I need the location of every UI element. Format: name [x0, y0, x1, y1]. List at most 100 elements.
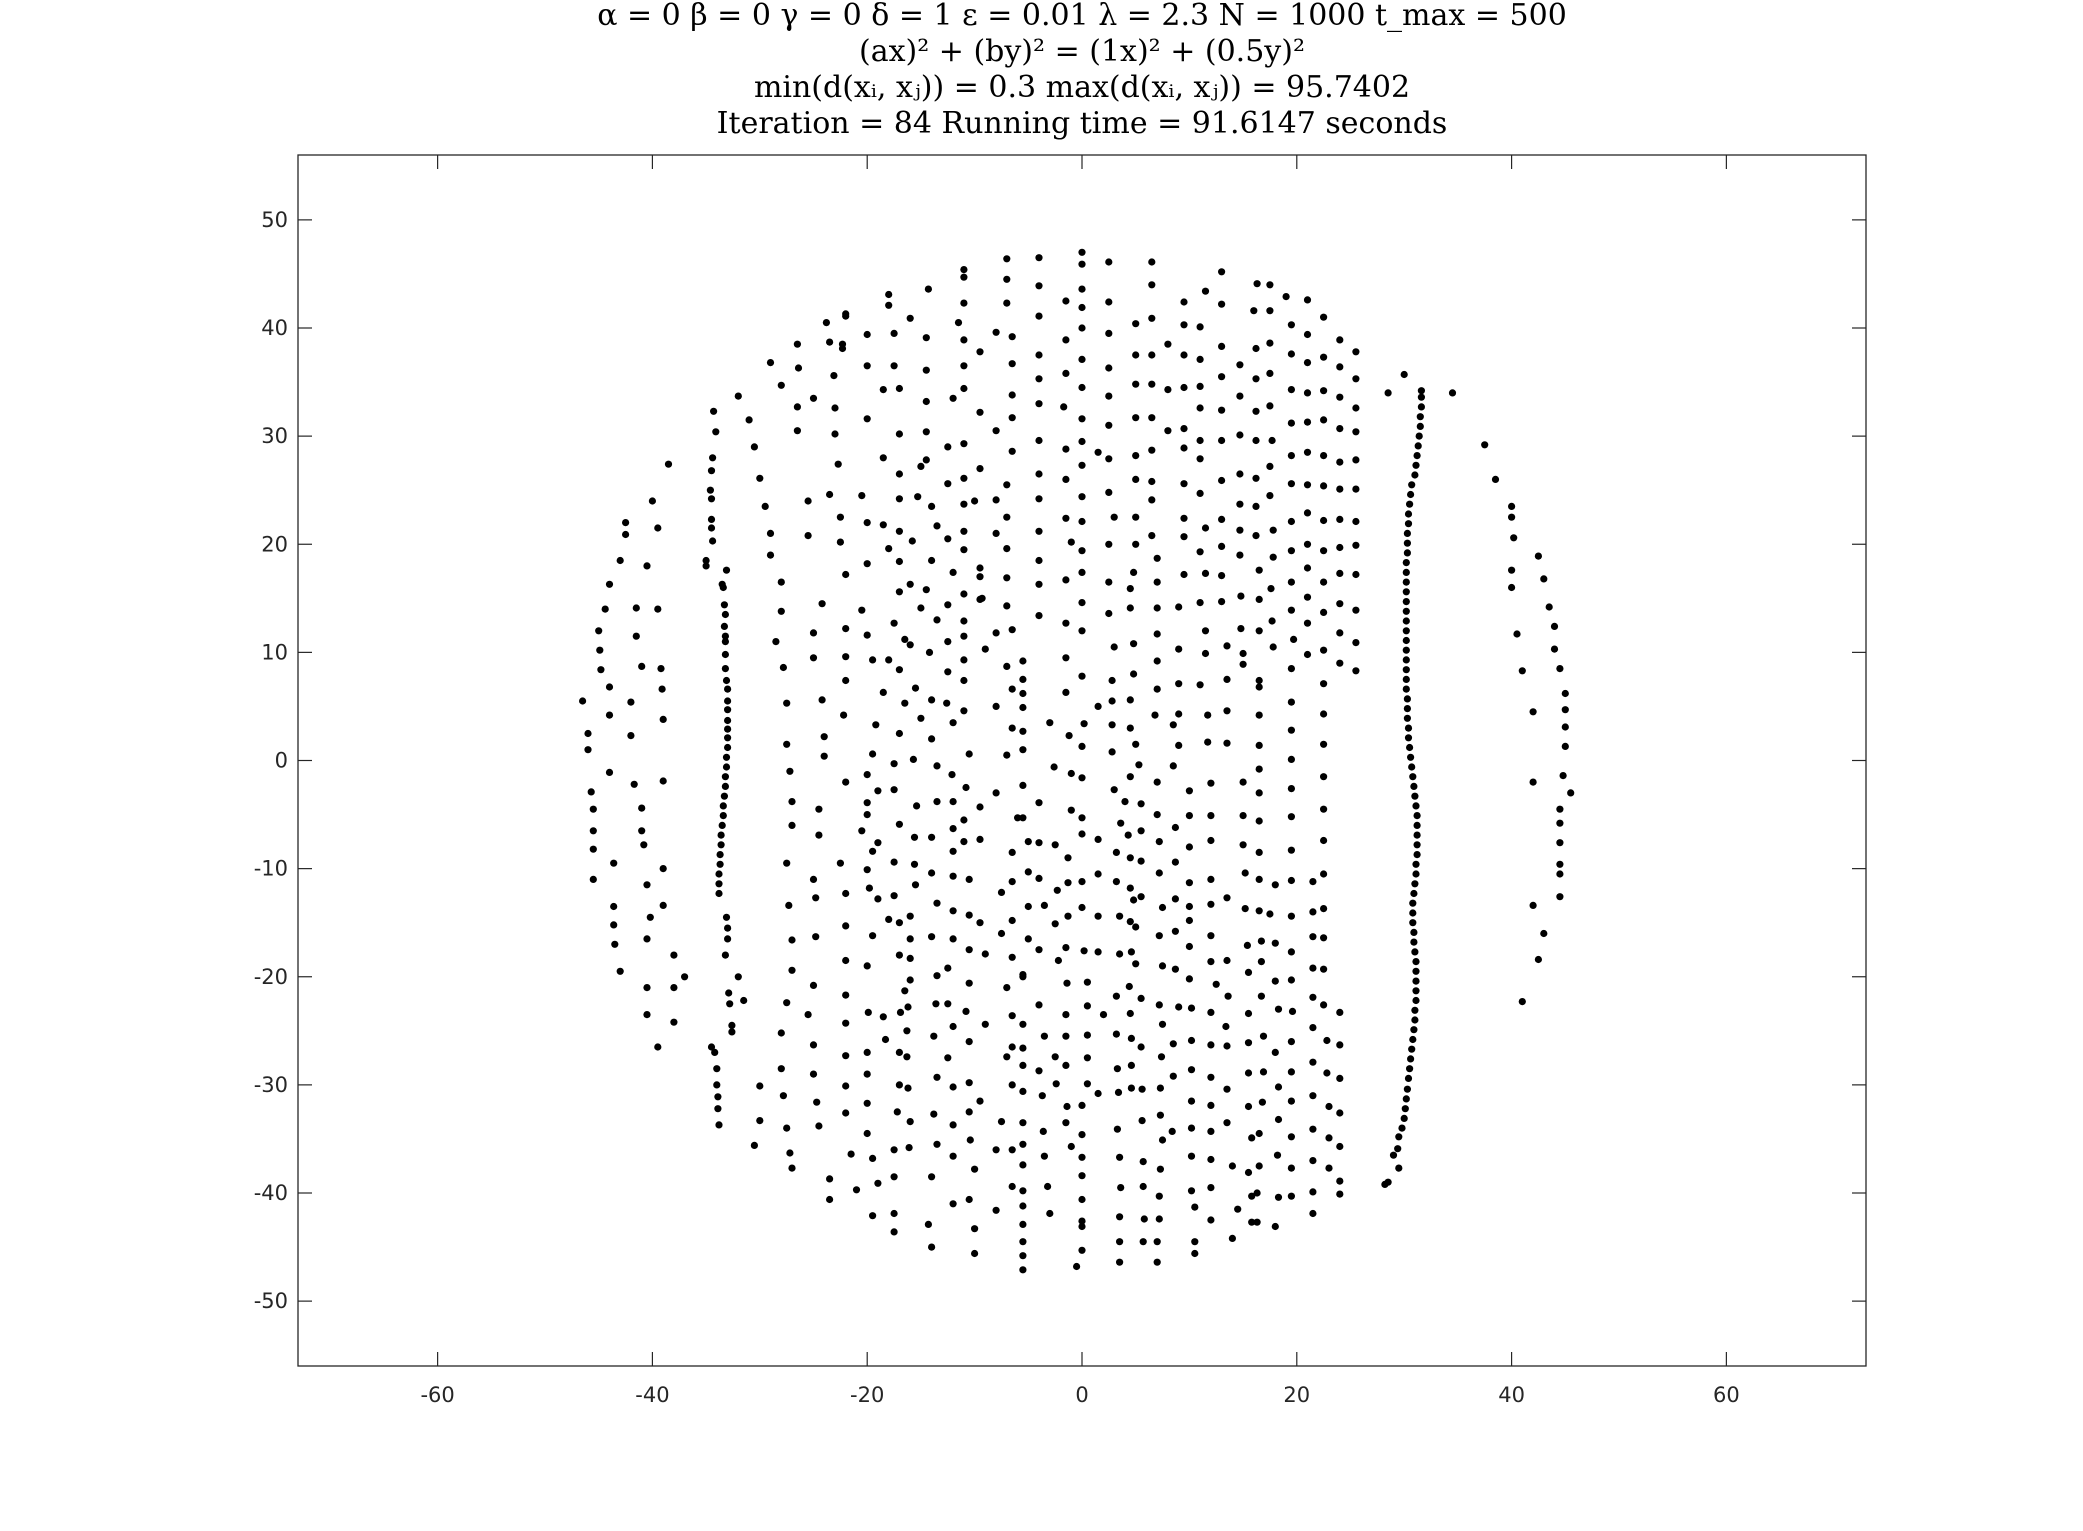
scatter-point	[1035, 470, 1043, 478]
scatter-point	[1051, 1053, 1059, 1061]
scatter-point	[724, 743, 732, 752]
scatter-point	[890, 1228, 898, 1236]
scatter-point	[893, 1108, 901, 1116]
scatter-point	[1309, 1092, 1317, 1100]
scatter-point	[1078, 383, 1086, 392]
scatter-point	[611, 940, 619, 948]
scatter-point	[1325, 1134, 1333, 1142]
scatter-point	[1003, 299, 1011, 307]
scatter-point	[1534, 552, 1542, 560]
scatter-point	[670, 951, 678, 959]
scatter-point	[1008, 1146, 1016, 1154]
scatter-point	[720, 601, 729, 609]
scatter-point	[960, 266, 968, 274]
scatter-point	[971, 1225, 979, 1233]
scatter-point	[1083, 1080, 1091, 1088]
scatter-point	[721, 773, 730, 781]
scatter-point	[1110, 513, 1118, 521]
scatter-point	[1078, 415, 1086, 423]
scatter-point	[1336, 629, 1344, 637]
scatter-point	[881, 1035, 890, 1044]
scatter-point	[1540, 929, 1548, 938]
scatter-point	[992, 529, 1000, 538]
scatter-point	[1336, 336, 1344, 344]
scatter-point	[632, 604, 640, 612]
axes: -60 -40 -20 0 20 40 60 50 40 30 20 10 0 -10 -20 -30 -40 -…	[254, 154, 1867, 1407]
scatter-point	[1008, 1012, 1016, 1020]
scatter-point	[1352, 404, 1360, 412]
scatter-point	[1164, 386, 1172, 394]
scatter-point	[818, 600, 826, 608]
scatter-point	[960, 362, 968, 370]
scatter-point	[793, 340, 802, 348]
scatter-point	[906, 1118, 914, 1126]
scatter-point	[1078, 285, 1086, 293]
scatter-point	[924, 1220, 933, 1228]
scatter-point	[1078, 1222, 1086, 1231]
scatter-point	[1336, 1177, 1344, 1185]
scatter-point	[1287, 876, 1295, 885]
scatter-point	[627, 732, 635, 740]
scatter-point	[1207, 1184, 1215, 1192]
scatter-point	[1550, 622, 1559, 631]
scatter-point	[1117, 1184, 1125, 1192]
y-tick-label: -50	[254, 1289, 288, 1313]
scatter-point	[1073, 1262, 1081, 1271]
x-tick-label: 0	[1075, 1383, 1088, 1407]
scatter-point	[1228, 1234, 1236, 1242]
scatter-point	[1132, 513, 1140, 521]
scatter-point	[720, 792, 729, 800]
scatter-point	[890, 1146, 898, 1154]
scatter-point	[1269, 643, 1277, 651]
scatter-point	[1099, 1011, 1108, 1019]
scatter-point	[885, 290, 893, 299]
scatter-point	[992, 427, 1000, 435]
scatter-point	[1266, 339, 1274, 347]
scatter-point	[1287, 386, 1295, 394]
scatter-point	[1080, 947, 1088, 955]
scatter-point	[895, 588, 904, 596]
scatter-point	[1062, 514, 1070, 522]
scatter-point	[949, 798, 957, 806]
scatter-point	[944, 443, 952, 451]
scatter-point	[1063, 1102, 1071, 1111]
scatter-point	[1403, 705, 1411, 713]
scatter-point	[895, 470, 904, 478]
scatter-point	[1201, 287, 1210, 295]
scatter-point	[809, 1070, 818, 1078]
scatter-point	[1148, 477, 1156, 486]
scatter-point	[869, 750, 877, 758]
scatter-point	[992, 629, 1000, 637]
scatter-point	[643, 881, 651, 889]
scatter-point	[922, 397, 930, 406]
scatter-point	[756, 1082, 764, 1090]
scatter-point	[706, 486, 715, 494]
scatter-point	[1158, 903, 1167, 912]
y-tick-label: 50	[261, 208, 288, 232]
scatter-point	[1116, 1153, 1124, 1161]
scatter-point	[1224, 992, 1232, 1000]
scatter-point	[1481, 441, 1489, 449]
scatter-point	[1218, 572, 1226, 580]
scatter-point	[1078, 1153, 1086, 1161]
scatter-point	[1336, 1008, 1344, 1017]
scatter-point	[658, 685, 666, 693]
scatter-point	[1148, 532, 1156, 540]
scatter-point	[1223, 894, 1231, 902]
scatter-point	[1556, 870, 1564, 878]
scatter-point	[1158, 1136, 1167, 1144]
scatter-point	[1051, 841, 1059, 849]
scatter-point	[1180, 570, 1188, 579]
scatter-point	[1404, 1074, 1413, 1082]
scatter-point	[1309, 1024, 1317, 1032]
scatter-point	[1287, 1068, 1295, 1076]
scatter-point	[1094, 835, 1102, 844]
scatter-point	[1105, 421, 1113, 429]
scatter-point	[1244, 1102, 1253, 1111]
scatter-point	[1180, 480, 1188, 488]
scatter-point	[917, 714, 925, 722]
scatter-point	[1236, 361, 1244, 369]
scatter-point	[1113, 1065, 1121, 1073]
scatter-point	[1078, 355, 1086, 363]
scatter-point	[1303, 481, 1312, 489]
